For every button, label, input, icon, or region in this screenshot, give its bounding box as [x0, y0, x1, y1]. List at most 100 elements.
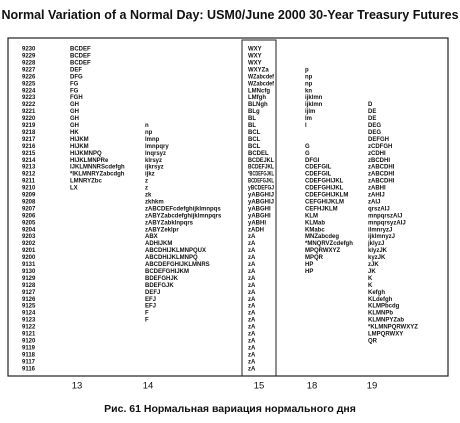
tpo-row: KLMNPb [368, 311, 393, 317]
tpo-row: BCL [248, 144, 261, 150]
tpo-row: ilmnryzJ [368, 227, 392, 233]
tpo-row: CDEFGIL [305, 172, 332, 178]
tpo-row: CDEFGHIJKL [305, 179, 344, 185]
tpo-row: BCDEL [248, 151, 269, 157]
tpo-row: EFJ [145, 297, 156, 303]
tpo-row: CEFGHIJKLM [305, 199, 344, 205]
tpo-row: ABCDHIJKLMNPQ [145, 255, 198, 261]
tpo-row: np [145, 130, 153, 136]
price-label: 9127 [22, 290, 36, 296]
tpo-row: BCL [248, 137, 261, 143]
price-label: 9206 [22, 213, 36, 219]
tpo-row: BCDEF [70, 47, 91, 53]
price-label: 9220 [22, 116, 36, 122]
price-label: 9121 [22, 332, 36, 338]
tpo-row: HP [305, 262, 313, 268]
price-label: 9208 [22, 199, 36, 205]
price-label: 9215 [22, 151, 36, 157]
tpo-row: z [145, 179, 148, 185]
tpo-row: ijkz [145, 172, 155, 178]
tpo-row: yABGHIJ [248, 193, 274, 199]
tpo-row: *BCDEFGJKL [248, 172, 274, 178]
tpo-row: kn [305, 88, 312, 94]
price-label: 9219 [22, 123, 36, 129]
tpo-row: MPQR [305, 255, 324, 261]
tpo-row: GH [70, 116, 79, 122]
tpo-row: lnqrsyz [145, 151, 166, 157]
tpo-row: klrsyz [145, 158, 162, 164]
tpo-row: GH [70, 109, 79, 115]
tpo-row: BCL [248, 130, 261, 136]
tpo-row: ijklmnyzJ [368, 234, 395, 240]
tpo-row: KLMPbcdg [368, 304, 400, 310]
tpo-row: zA [248, 352, 256, 358]
tpo-row: K [368, 283, 373, 289]
tpo-row: DEG [368, 130, 381, 136]
tpo-row: FG [70, 88, 79, 94]
tpo-row: np [305, 81, 313, 87]
tpo-row: BDEFGHJK [145, 276, 179, 282]
price-label: 9205 [22, 220, 36, 226]
tpo-row: zABYZabklnpqrs [145, 220, 194, 226]
tpo-row: F [145, 318, 149, 324]
tpo-row: DEFGH [368, 137, 389, 143]
tpo-row: WZabcdef [248, 74, 275, 80]
tpo-row: yABGHI [248, 206, 271, 212]
price-label: 9217 [22, 137, 36, 143]
tpo-row: KLMNPYZab [368, 318, 404, 324]
tpo-row: ABCDEFGHIJKLMNRS [145, 262, 210, 268]
tpo-row: *KLMNPQRWXYZ [368, 325, 418, 331]
tpo-row: JK [368, 269, 376, 275]
tpo-row: zA [248, 290, 256, 296]
tpo-row: zCDFGH [368, 144, 392, 150]
tpo-row: DE [368, 116, 376, 122]
price-label: 9126 [22, 297, 36, 303]
tpo-row: mnpqrsyzAIJ [368, 220, 406, 226]
tpo-row: ABCDHIJKLMNPQUX [145, 248, 206, 254]
tpo-row: zBCDHI [368, 158, 390, 164]
tpo-row: zAIJ [368, 199, 380, 205]
price-label: 9119 [22, 345, 36, 351]
tpo-row: BCDEJKL [248, 158, 274, 164]
price-label: 9229 [22, 54, 36, 60]
tpo-row: BL [248, 116, 256, 122]
tpo-row: WXYZa [248, 67, 269, 73]
tpo-row: yABGHIJ [248, 199, 274, 205]
price-label: 9224 [22, 88, 36, 94]
tpo-row: kyzJK [368, 255, 386, 261]
tpo-row: D [368, 102, 373, 108]
tpo-row: EFJ [145, 304, 156, 310]
tpo-row: DEG [368, 123, 381, 129]
price-label: 9212 [22, 172, 36, 178]
price-label: 9207 [22, 206, 36, 212]
price-label: 9124 [22, 311, 36, 317]
tpo-row: zA [248, 248, 256, 254]
tpo-row: BLg [248, 109, 260, 115]
price-label: 9131 [22, 262, 36, 268]
tpo-row: DEFJ [145, 290, 160, 296]
price-label: 9130 [22, 269, 36, 275]
tpo-row: zABYZeklpr [145, 227, 179, 233]
price-label: 9223 [22, 95, 36, 101]
tpo-row: LMfgh [248, 95, 266, 101]
tpo-row: BL [248, 123, 256, 129]
tpo-row: qrszAIJ [368, 206, 390, 212]
tpo-row: BCDEFGJKL [248, 179, 274, 185]
price-label: 9214 [22, 158, 36, 164]
price-label: 9202 [22, 241, 36, 247]
tpo-row: zA [248, 255, 256, 261]
tpo-row: ADHIJKM [145, 241, 172, 247]
tpo-row: ijklmn [305, 102, 323, 108]
tpo-row: CDEFGHIJKLM [305, 193, 348, 199]
tpo-row: BCDEFJKL [248, 165, 274, 171]
tpo-row: *MNQRVZcdefgh [305, 241, 353, 247]
tpo-row: LMNcfg [248, 88, 270, 94]
figure-title: Normal Variation of a Normal Day: USM0/J… [1, 8, 458, 22]
tpo-row: GH [70, 123, 79, 129]
tpo-row: HP [305, 269, 313, 275]
price-label: 9218 [22, 130, 36, 136]
tpo-row: BCDEF [70, 60, 91, 66]
price-label: 9211 [22, 179, 36, 185]
tpo-row: MNZabcdeg [305, 234, 339, 240]
